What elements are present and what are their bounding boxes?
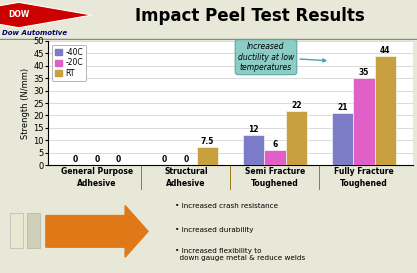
Text: 12: 12 (248, 125, 259, 134)
Bar (353, 78, 374, 165)
Bar (27, 213, 40, 248)
Bar (374, 56, 396, 165)
Text: 6: 6 (272, 140, 278, 149)
Text: 7.5: 7.5 (201, 136, 214, 146)
Bar (196, 147, 218, 165)
Text: Increased
ductility at low
temperatures: Increased ductility at low temperatures (238, 42, 326, 72)
Y-axis label: Strength (N/mm): Strength (N/mm) (21, 67, 30, 139)
Text: • Increased flexibility to
  down gauge metal & reduce welds: • Increased flexibility to down gauge me… (175, 248, 305, 262)
Legend: -40C, -20C, RT: -40C, -20C, RT (52, 45, 86, 81)
Text: 0: 0 (94, 155, 100, 164)
Text: Fully Fracture
Toughened: Fully Fracture Toughened (334, 167, 394, 188)
Bar (286, 111, 307, 165)
Text: DOW: DOW (8, 10, 29, 19)
Text: 44: 44 (380, 46, 390, 55)
Bar (243, 135, 264, 165)
Text: 22: 22 (291, 100, 301, 109)
Text: 0: 0 (73, 155, 78, 164)
FancyArrow shape (46, 206, 148, 257)
Text: 0: 0 (162, 155, 167, 164)
Text: Impact Peel Test Results: Impact Peel Test Results (136, 7, 365, 25)
Text: Dow Automotive: Dow Automotive (2, 30, 67, 36)
Text: • Increased crash resistance: • Increased crash resistance (175, 203, 278, 209)
Text: General Purpose
Adhesive: General Purpose Adhesive (61, 167, 133, 188)
Text: Structural
Adhesive: Structural Adhesive (164, 167, 208, 188)
Text: 21: 21 (337, 103, 348, 112)
Polygon shape (0, 2, 92, 28)
Bar (332, 113, 353, 165)
Text: 0: 0 (116, 155, 121, 164)
Bar (10, 213, 23, 248)
Text: 0: 0 (183, 155, 188, 164)
Text: • Increased durability: • Increased durability (175, 227, 254, 233)
Text: 35: 35 (359, 68, 369, 77)
Bar (264, 150, 286, 165)
Text: Semi Fracture
Toughened: Semi Fracture Toughened (245, 167, 305, 188)
